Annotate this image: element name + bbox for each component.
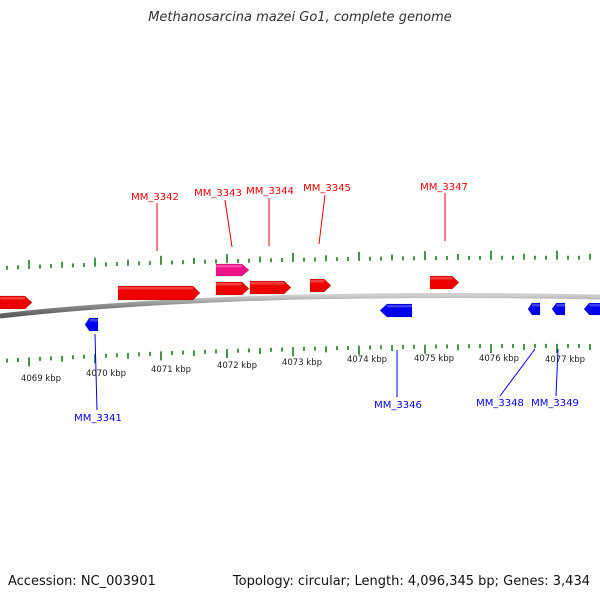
- gene-label-mm-3344: MM_3344: [246, 186, 294, 197]
- gene-label-mm-3343: MM_3343: [194, 188, 242, 199]
- gene-label-mm-3347: MM_3347: [420, 182, 468, 193]
- feature-arrow-highlight: [216, 283, 242, 286]
- feature-arrow-highlight: [216, 265, 242, 268]
- feature-arrow: [84, 317, 99, 332]
- gene-label-mm-3345: MM_3345: [303, 183, 351, 194]
- ruler-label: 4073 kbp: [282, 358, 322, 368]
- callout-line: [94, 333, 98, 411]
- feature-arrow: [215, 281, 250, 296]
- feature-arrow: [551, 302, 566, 316]
- feature-arrow-highlight: [589, 304, 600, 307]
- ruler-label: 4077 kbp: [545, 355, 585, 365]
- feature-arrow: [583, 302, 600, 316]
- ruler-label: 4071 kbp: [151, 365, 191, 375]
- callout-line: [555, 348, 559, 397]
- ruler-label: 4075 kbp: [414, 354, 454, 364]
- accession-text: Accession: NC_003901: [8, 574, 156, 589]
- feature-arrow-highlight: [118, 287, 193, 290]
- callout-line: [318, 194, 326, 245]
- feature-arrow: [527, 302, 541, 316]
- callout-line: [224, 199, 233, 248]
- feature-arrow-highlight: [387, 305, 412, 308]
- gene-callouts: MM_3341 MM_3342 MM_3343 MM_3344 MM_3345 MM_33…: [74, 182, 579, 424]
- gene-label-mm-3348: MM_3348: [476, 398, 524, 409]
- ruler-label: 4076 kbp: [479, 354, 519, 364]
- genome-title: Methanosarcina mazei Go1, complete genom…: [148, 10, 452, 25]
- ruler-ticks-lower: [6, 343, 591, 367]
- ruler-label: 4074 kbp: [347, 355, 387, 365]
- ruler-label: 4072 kbp: [217, 361, 257, 371]
- feature-arrow-highlight: [89, 319, 98, 322]
- feature-arrow: [429, 275, 460, 290]
- gene-label-mm-3342: MM_3342: [131, 192, 179, 203]
- feature-arrow-highlight: [556, 304, 565, 307]
- ruler-labels: 4069 kbp 4070 kbp 4071 kbp 4072 kbp 4073 kbp…: [21, 354, 585, 384]
- gene-label-mm-3346: MM_3346: [374, 400, 422, 411]
- ruler-ticks-upper: [6, 250, 591, 270]
- ruler-label: 4070 kbp: [86, 369, 126, 379]
- feature-arrow: [215, 263, 250, 277]
- feature-arrow-highlight: [0, 297, 25, 300]
- genome-backbone: [0, 293, 600, 319]
- gene-label-mm-3341: MM_3341: [74, 413, 122, 424]
- gene-label-mm-3349: MM_3349: [531, 398, 579, 409]
- feature-arrow: [379, 303, 413, 318]
- feature-arrow-highlight: [250, 282, 284, 285]
- feature-arrow-highlight: [430, 277, 452, 280]
- feature-arrow: [0, 295, 33, 310]
- callout-line: [499, 348, 536, 397]
- ruler-label: 4069 kbp: [21, 374, 61, 384]
- feature-arrow-highlight: [310, 280, 324, 283]
- feature-arrow-highlight: [532, 304, 540, 307]
- gene-features: [0, 263, 600, 332]
- genome-summary: Topology: circular; Length: 4,096,345 bp…: [232, 574, 590, 589]
- feature-arrow: [117, 285, 201, 301]
- feature-arrow: [309, 278, 332, 293]
- feature-arrow: [249, 280, 292, 295]
